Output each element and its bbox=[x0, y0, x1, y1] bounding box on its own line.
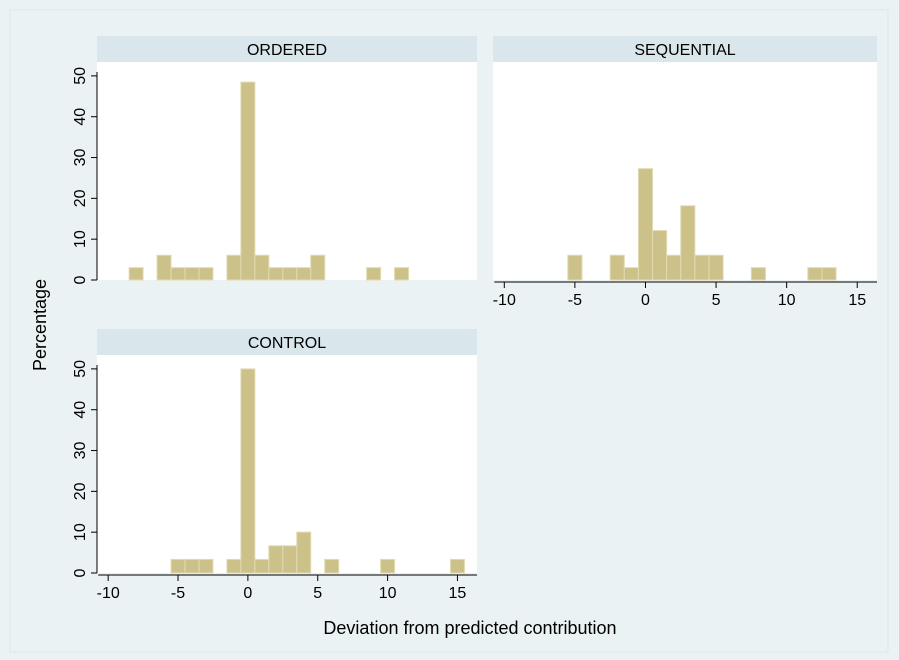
bar bbox=[652, 230, 668, 281]
y-tick-label: 40 bbox=[72, 401, 89, 419]
bar bbox=[821, 267, 837, 281]
y-tick-label: 50 bbox=[72, 67, 89, 85]
plot-area bbox=[97, 355, 477, 573]
y-tick-label: 20 bbox=[72, 189, 89, 207]
bar bbox=[268, 545, 284, 574]
x-tick-label: 0 bbox=[641, 292, 650, 309]
bar bbox=[254, 558, 270, 574]
x-axis-title: Deviation from predicted contribution bbox=[323, 618, 616, 638]
bar bbox=[324, 558, 340, 574]
bar bbox=[240, 81, 256, 281]
y-axis-title: Percentage bbox=[30, 279, 50, 371]
bar bbox=[282, 267, 298, 281]
x-tick-label: -5 bbox=[568, 292, 582, 309]
bar bbox=[184, 267, 200, 281]
panel-header bbox=[97, 36, 477, 62]
y-tick-label: 30 bbox=[72, 149, 89, 167]
plot-area bbox=[97, 62, 477, 280]
x-tick-label: 10 bbox=[379, 585, 397, 602]
bar bbox=[184, 558, 200, 574]
bar bbox=[296, 531, 312, 574]
x-tick-label: 10 bbox=[778, 292, 796, 309]
bar bbox=[226, 254, 242, 281]
x-tick-label: 15 bbox=[848, 292, 866, 309]
bar bbox=[296, 267, 312, 281]
bar bbox=[198, 558, 214, 574]
bar bbox=[282, 545, 298, 574]
bar bbox=[666, 254, 682, 281]
bar bbox=[623, 267, 639, 281]
x-tick-label: 0 bbox=[243, 585, 252, 602]
x-tick-label: -5 bbox=[171, 585, 185, 602]
x-tick-label: -10 bbox=[493, 292, 516, 309]
panel-title: ORDERED bbox=[247, 42, 327, 59]
panel-header bbox=[97, 329, 477, 355]
x-tick-label: -10 bbox=[97, 585, 120, 602]
y-tick-label: 30 bbox=[72, 442, 89, 460]
bar bbox=[807, 267, 823, 281]
bar bbox=[449, 558, 465, 574]
bar bbox=[170, 267, 186, 281]
y-tick-label: 10 bbox=[72, 523, 89, 541]
y-tick-label: 50 bbox=[72, 360, 89, 378]
bar bbox=[694, 254, 710, 281]
bar bbox=[637, 168, 654, 281]
bar bbox=[394, 267, 410, 281]
y-tick-label: 0 bbox=[72, 568, 89, 577]
x-tick-label: 15 bbox=[449, 585, 467, 602]
y-tick-label: 10 bbox=[72, 230, 89, 248]
bar bbox=[156, 254, 172, 281]
panel-title: SEQUENTIAL bbox=[634, 42, 735, 59]
bar bbox=[366, 267, 382, 281]
bar bbox=[226, 558, 242, 574]
bar bbox=[750, 267, 766, 281]
bar bbox=[268, 267, 284, 281]
bar bbox=[310, 254, 326, 281]
panel-header bbox=[493, 36, 877, 62]
bar bbox=[708, 254, 724, 281]
bar bbox=[198, 267, 214, 281]
bar bbox=[567, 254, 583, 281]
bar bbox=[609, 254, 625, 281]
bar bbox=[254, 254, 270, 281]
y-tick-label: 0 bbox=[72, 275, 89, 284]
bar bbox=[380, 558, 396, 574]
bar bbox=[128, 267, 144, 281]
x-tick-label: 5 bbox=[712, 292, 721, 309]
bar bbox=[170, 558, 186, 574]
bar bbox=[680, 205, 696, 281]
x-tick-label: 5 bbox=[313, 585, 322, 602]
panel-title: CONTROL bbox=[248, 335, 326, 352]
y-tick-label: 20 bbox=[72, 482, 89, 500]
bar bbox=[240, 368, 256, 574]
y-tick-label: 40 bbox=[72, 108, 89, 126]
